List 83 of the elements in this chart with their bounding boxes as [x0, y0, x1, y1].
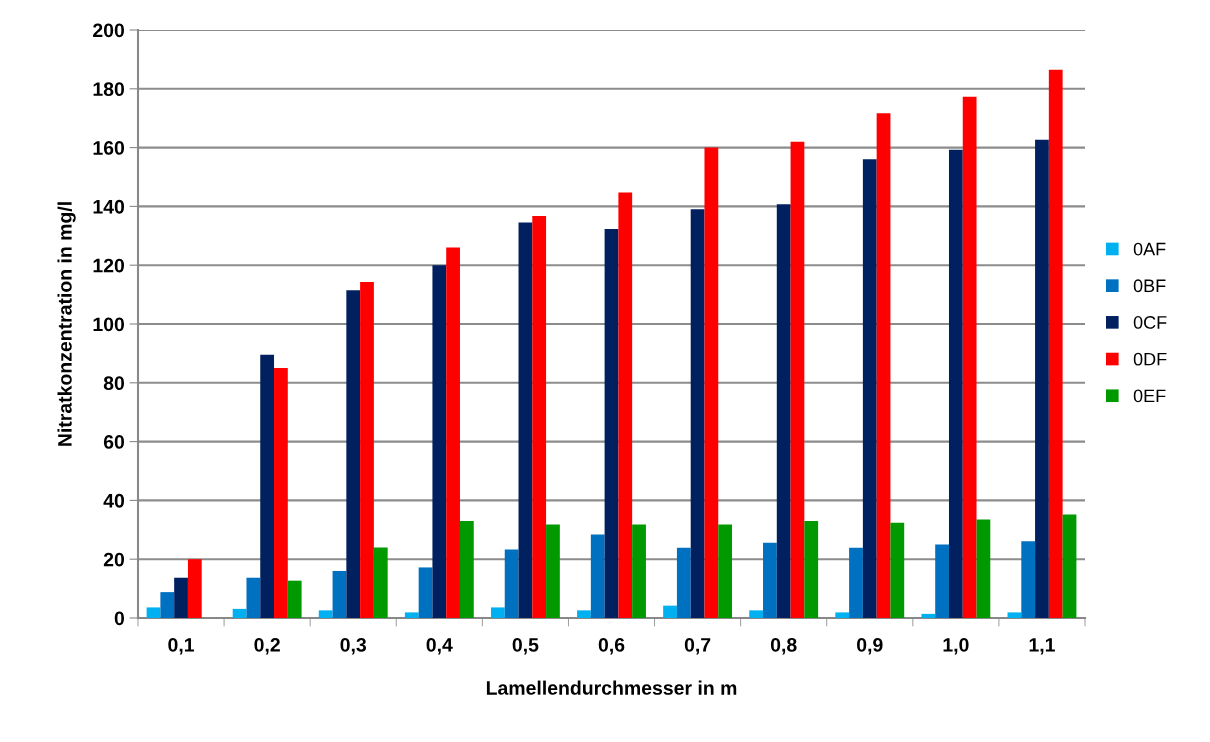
- bar: [187, 559, 202, 618]
- bar: [446, 247, 460, 618]
- legend-label: 0EF: [1133, 389, 1166, 403]
- x-tick-label: 0,7: [684, 637, 711, 655]
- bar: [935, 544, 949, 618]
- bar: [976, 519, 991, 618]
- y-tick-label: 200: [93, 23, 125, 38]
- bar: [1035, 139, 1049, 618]
- bar: [1048, 69, 1063, 618]
- bar: [604, 229, 619, 618]
- bar: [174, 577, 188, 618]
- bar: [287, 580, 302, 618]
- x-tick-label: 0,1: [168, 637, 195, 655]
- bar: [490, 607, 505, 618]
- x-tick-label: 0,5: [512, 637, 539, 655]
- bar: [690, 209, 705, 618]
- bar: [676, 547, 691, 618]
- bar: [749, 610, 764, 618]
- bar: [274, 368, 288, 618]
- bar: [160, 592, 175, 618]
- bar: [804, 520, 819, 618]
- bar: [532, 216, 547, 618]
- bar: [921, 613, 936, 618]
- y-tick-label: 80: [103, 376, 125, 391]
- bar: [835, 612, 850, 618]
- y-tick-label: 160: [93, 141, 125, 155]
- y-tick-label: 180: [93, 82, 125, 97]
- bar: [232, 608, 247, 618]
- legend-label: 0BF: [1133, 279, 1166, 293]
- bar: [418, 567, 433, 618]
- bar: [318, 610, 333, 618]
- bar: [1021, 541, 1036, 618]
- bar: [632, 524, 646, 618]
- legend-label: 0AF: [1133, 242, 1166, 256]
- x-tick-label: 0,6: [598, 637, 625, 655]
- legend-label: 0CF: [1133, 316, 1167, 329]
- y-axis-title: Nitratkonzentration in mg/l: [57, 202, 76, 446]
- x-tick-label: 1,1: [1029, 638, 1055, 655]
- x-axis-title: Lamellendurchmesser in m: [486, 680, 737, 695]
- bar: [518, 222, 533, 618]
- bar: [790, 141, 805, 618]
- y-tick-label: 140: [93, 199, 125, 214]
- y-tick-label: 60: [103, 435, 125, 449]
- bar: [546, 524, 560, 618]
- bar: [432, 265, 447, 618]
- bar: [663, 605, 677, 618]
- y-tick-label: 100: [93, 317, 125, 332]
- x-tick-label: 0,9: [857, 637, 883, 655]
- y-tick-label: 0: [114, 611, 125, 626]
- bar: [776, 204, 791, 618]
- bar: [246, 577, 261, 618]
- bar: [1007, 612, 1022, 618]
- bar: [504, 549, 519, 618]
- bar: [373, 547, 388, 618]
- legend-label: 0DF: [1133, 352, 1167, 366]
- bar: [577, 610, 591, 618]
- bar: [948, 149, 963, 618]
- bar: [876, 113, 891, 618]
- bar: [763, 542, 777, 618]
- x-tick-label: 0,8: [770, 637, 797, 655]
- bar: [718, 524, 733, 618]
- bar: [1062, 514, 1077, 618]
- bar: [146, 607, 161, 618]
- bar: [862, 159, 877, 618]
- bar: [704, 147, 719, 618]
- bar: [962, 96, 977, 618]
- bar: [260, 354, 275, 618]
- bar: [346, 290, 361, 618]
- bar: [332, 570, 347, 618]
- x-tick-label: 0,2: [254, 637, 280, 655]
- x-tick-label: 0,4: [426, 637, 453, 655]
- x-tick-label: 0,3: [340, 637, 367, 655]
- y-tick-label: 40: [103, 493, 125, 508]
- bar: [618, 192, 633, 618]
- bar: [849, 547, 863, 618]
- bar: [360, 281, 374, 618]
- bar: [890, 522, 905, 618]
- y-tick-label: 20: [103, 552, 125, 567]
- bar: [590, 534, 605, 618]
- y-tick-label: 120: [93, 258, 125, 273]
- bar: [459, 520, 474, 618]
- bar: [404, 612, 419, 618]
- x-tick-label: 1,0: [943, 637, 969, 655]
